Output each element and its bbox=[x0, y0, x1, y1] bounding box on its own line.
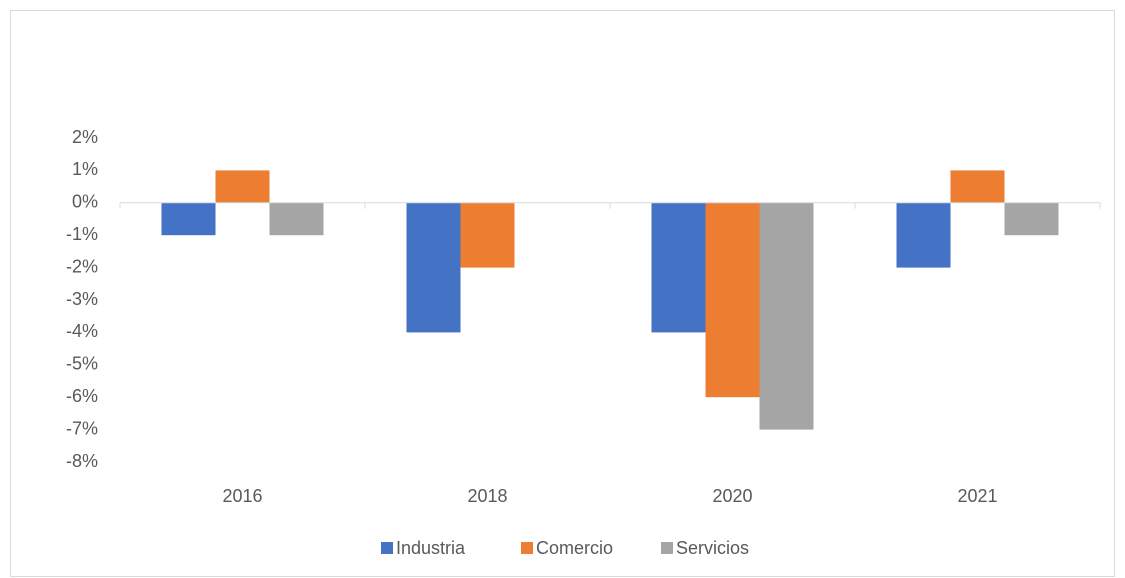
y-tick-label: -8% bbox=[66, 451, 98, 471]
bar bbox=[1004, 202, 1059, 236]
bar bbox=[759, 202, 814, 430]
legend-swatch bbox=[521, 542, 533, 554]
y-tick-label: -5% bbox=[66, 354, 98, 374]
legend-label: Industria bbox=[396, 538, 466, 558]
x-tick-label: 2020 bbox=[712, 486, 752, 506]
bar bbox=[215, 170, 270, 203]
chart-border bbox=[10, 10, 1115, 577]
x-tick-label: 2018 bbox=[467, 486, 507, 506]
y-tick-label: -1% bbox=[66, 224, 98, 244]
bar bbox=[705, 202, 760, 398]
legend-label: Servicios bbox=[676, 538, 749, 558]
bar bbox=[161, 202, 216, 236]
bar bbox=[651, 202, 706, 333]
bar bbox=[406, 202, 461, 333]
bar bbox=[460, 202, 515, 268]
legend-label: Comercio bbox=[536, 538, 613, 558]
y-tick-label: -4% bbox=[66, 321, 98, 341]
y-tick-label: -6% bbox=[66, 386, 98, 406]
bar bbox=[950, 170, 1005, 203]
y-tick-label: 2% bbox=[72, 127, 98, 147]
y-tick-label: -3% bbox=[66, 289, 98, 309]
bar bbox=[896, 202, 951, 268]
x-tick-label: 2016 bbox=[222, 486, 262, 506]
bar bbox=[269, 202, 324, 236]
y-tick-label: 0% bbox=[72, 192, 98, 212]
y-tick-label: -7% bbox=[66, 418, 98, 438]
y-tick-label: -2% bbox=[66, 256, 98, 276]
legend-swatch bbox=[661, 542, 673, 554]
legend-swatch bbox=[381, 542, 393, 554]
y-tick-label: 1% bbox=[72, 159, 98, 179]
x-tick-label: 2021 bbox=[957, 486, 997, 506]
